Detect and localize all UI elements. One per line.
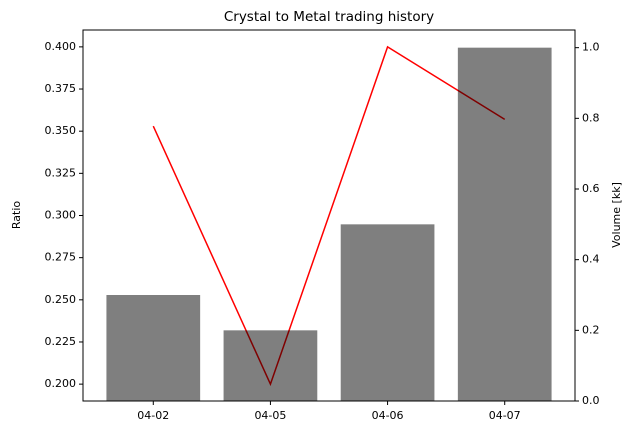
y2-tick-label: 0.2 bbox=[582, 323, 600, 336]
volume-bar bbox=[457, 47, 552, 402]
x-tick-label: 04-02 bbox=[137, 409, 169, 422]
y-tick-label: 0.325 bbox=[45, 166, 77, 179]
y2-axis-label: Volume [kk] bbox=[610, 182, 623, 248]
y-tick-label: 0.300 bbox=[45, 209, 77, 222]
ratio-line bbox=[152, 45, 506, 387]
y-tick-label: 0.275 bbox=[45, 251, 77, 264]
y-tick-label: 0.350 bbox=[45, 124, 77, 137]
chart-title: Crystal to Metal trading history bbox=[224, 9, 434, 25]
y-tick-label: 0.200 bbox=[45, 377, 77, 390]
plot-frame bbox=[82, 29, 576, 402]
y-tick-label: 0.375 bbox=[45, 82, 77, 95]
y2-tick-label: 0.0 bbox=[582, 394, 600, 407]
volume-bar bbox=[223, 330, 318, 401]
x-tick-label: 04-06 bbox=[372, 409, 404, 422]
x-tick-label: 04-07 bbox=[489, 409, 521, 422]
volume-bar bbox=[106, 295, 201, 401]
x-tick-label: 04-05 bbox=[254, 409, 286, 422]
volume-bar bbox=[340, 224, 435, 401]
y-tick-label: 0.250 bbox=[45, 293, 77, 306]
y2-tick-label: 0.4 bbox=[582, 253, 600, 266]
y2-tick-label: 0.8 bbox=[582, 111, 600, 124]
y-tick-label: 0.400 bbox=[45, 40, 77, 53]
y-axis-label: Ratio bbox=[10, 201, 23, 230]
y2-tick-label: 0.6 bbox=[582, 182, 600, 195]
y-tick-label: 0.225 bbox=[45, 335, 77, 348]
y2-tick-label: 1.0 bbox=[582, 41, 600, 54]
